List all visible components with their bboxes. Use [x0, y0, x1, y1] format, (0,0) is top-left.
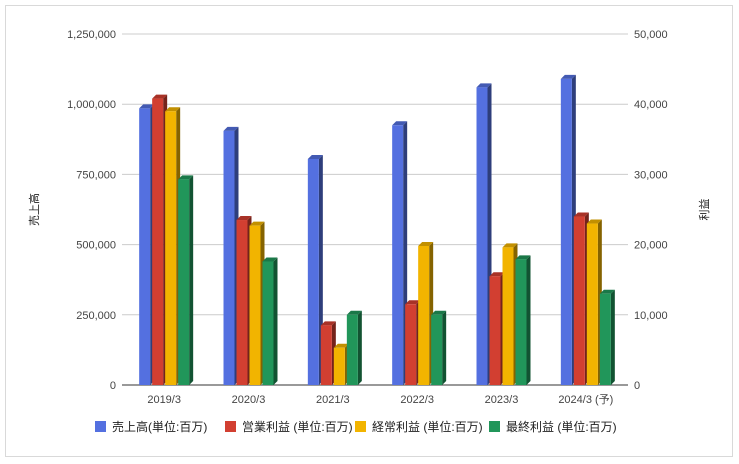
x-tick-label: 2024/3 (予): [558, 393, 613, 406]
bar: [236, 216, 252, 385]
x-tick-label: 2023/3: [485, 394, 519, 406]
legend: 売上高(単位:百万) 営業利益 (単位:百万) 経常利益 (単位:百万) 最終利益 (…: [95, 419, 617, 434]
left-tick-label: 1,000,000: [67, 99, 116, 111]
bar: [223, 126, 239, 385]
bar: [418, 242, 434, 385]
right-axis-title: 利益: [697, 199, 711, 221]
bar: [320, 321, 336, 385]
bar: [502, 243, 518, 385]
right-tick-label: 30,000: [634, 169, 668, 181]
x-tick-label: 2022/3: [400, 394, 434, 406]
bar: [346, 310, 362, 385]
legend-item: 経常利益 (単位:百万): [355, 419, 483, 434]
bar: [560, 74, 576, 385]
legend-label: 最終利益 (単位:百万): [506, 419, 617, 434]
left-axis-title: 売上高: [27, 193, 41, 226]
bar: [333, 343, 349, 385]
bar: [139, 104, 155, 386]
bar: [515, 255, 531, 385]
x-tick-label: 2020/3: [232, 394, 266, 406]
bar: [178, 175, 194, 385]
bar: [165, 107, 181, 385]
bar: [476, 83, 492, 386]
legend-label: 売上高(単位:百万): [112, 419, 207, 434]
right-tick-label: 20,000: [634, 240, 668, 252]
bar: [152, 94, 168, 386]
legend-item: 最終利益 (単位:百万): [489, 419, 617, 434]
x-tick-label: 2019/3: [147, 394, 181, 406]
right-tick-label: 10,000: [634, 310, 668, 322]
bar: [307, 154, 323, 385]
legend-swatch: [225, 421, 236, 432]
gridlines: [122, 33, 628, 386]
bar: [431, 310, 447, 385]
bar: [573, 212, 589, 385]
right-axis-ticks: 0 10,000 20,000 30,000 40,000 50,000: [634, 29, 668, 392]
left-tick-label: 0: [110, 380, 116, 392]
bar: [405, 300, 421, 385]
bar: [599, 289, 615, 385]
legend-swatch: [95, 421, 106, 432]
bar: [489, 272, 505, 385]
right-tick-label: 50,000: [634, 29, 668, 41]
legend-label: 営業利益 (単位:百万): [242, 419, 353, 434]
bar-series: [139, 74, 615, 386]
left-tick-label: 1,250,000: [67, 29, 116, 41]
bar: [392, 121, 408, 385]
bar: [249, 221, 265, 385]
x-axis-ticks: 2019/3 2020/3 2021/3 2022/3 2023/3 2024/3 (予): [147, 393, 613, 406]
left-tick-label: 750,000: [76, 169, 116, 181]
legend-item: 売上高(単位:百万): [95, 419, 207, 434]
legend-swatch: [355, 421, 366, 432]
left-axis-ticks: 0 250,000 500,000 750,000 1,000,000 1,250,000: [67, 29, 116, 392]
x-tick-label: 2021/3: [316, 394, 350, 406]
right-tick-label: 40,000: [634, 99, 668, 111]
legend-swatch: [489, 421, 500, 432]
legend-label: 経常利益 (単位:百万): [372, 419, 483, 434]
bar: [586, 219, 602, 385]
bar: [262, 257, 278, 385]
left-tick-label: 500,000: [76, 240, 116, 252]
legend-item: 営業利益 (単位:百万): [225, 419, 353, 434]
right-tick-label: 0: [634, 380, 640, 392]
left-tick-label: 250,000: [76, 310, 116, 322]
